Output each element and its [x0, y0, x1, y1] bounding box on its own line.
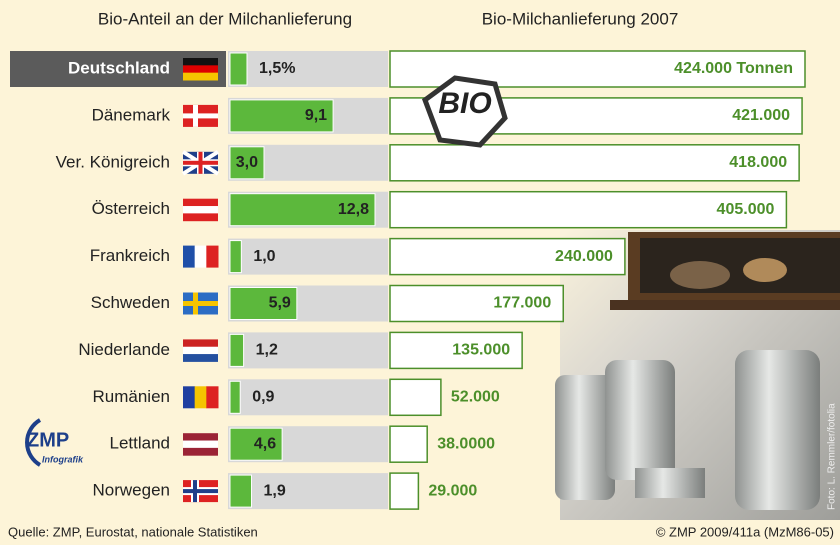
value-label: 135.000 — [452, 342, 510, 359]
category-label: Rumänien — [93, 387, 171, 406]
flag-part — [183, 346, 218, 355]
bar — [229, 52, 248, 86]
category-label: Österreich — [92, 199, 170, 218]
bar — [229, 240, 242, 274]
value-label: 421.000 — [732, 107, 790, 124]
flag-part — [183, 440, 218, 449]
category-label: Frankreich — [90, 246, 170, 265]
bar — [229, 287, 298, 320]
flag-part — [183, 65, 218, 74]
right-title: Bio-Milchanlieferung 2007 — [482, 9, 679, 28]
category-label: Ver. Königreich — [56, 152, 170, 171]
bar-track — [228, 473, 388, 510]
footer-band — [0, 520, 840, 545]
bar-track — [228, 51, 388, 87]
bar-track — [228, 379, 388, 416]
bar — [389, 331, 523, 370]
value-label: 1,9 — [264, 482, 286, 499]
flag-part — [183, 198, 218, 207]
bar — [389, 472, 420, 510]
source: Quelle: ZMP, Eurostat, nationale Statist… — [8, 524, 258, 539]
category-label: Dänemark — [92, 105, 171, 124]
bar — [229, 99, 334, 133]
value-label: 12,8 — [338, 201, 369, 218]
photo-credit: Foto: L. Remmler/fotolia — [827, 403, 838, 510]
flag-part — [183, 339, 218, 348]
bar — [389, 237, 626, 276]
value-label: 418.000 — [729, 154, 787, 171]
bar — [389, 284, 564, 323]
value-label: 424.000 Tonnen — [674, 60, 793, 77]
bar — [229, 193, 376, 227]
zmp-logo: ZMP Infografik — [25, 418, 84, 467]
category-label: Lettland — [110, 434, 171, 453]
value-label: 1,5% — [259, 60, 295, 77]
bar — [229, 427, 283, 461]
bar — [389, 378, 442, 417]
bar — [229, 333, 245, 367]
flag-part — [183, 206, 218, 214]
category-label: Schweden — [91, 293, 170, 312]
value-label: 405.000 — [717, 201, 775, 218]
value-label: 29.000 — [428, 482, 477, 499]
flag-part — [183, 301, 218, 306]
flag-part — [183, 433, 218, 442]
flag-part — [183, 245, 196, 268]
copyright: © ZMP 2009/411a (MzM86-05) — [656, 524, 834, 539]
bar — [229, 380, 241, 414]
bar — [389, 190, 788, 229]
flag-part — [183, 58, 218, 66]
value-label: 38.0000 — [437, 435, 495, 452]
value-label: 240.000 — [555, 248, 613, 265]
bar-track — [228, 238, 388, 275]
left-title: Bio-Anteil an der Milchanlieferung — [98, 9, 352, 28]
flag-part — [183, 213, 218, 222]
category-label: Norwegen — [93, 481, 171, 500]
badge-text: BIO — [438, 87, 491, 120]
category-label: Deutschland — [68, 58, 170, 77]
bar — [389, 144, 800, 182]
value-label: 9,1 — [305, 107, 327, 124]
flag-part — [194, 386, 207, 409]
photo — [555, 230, 840, 520]
flag-part — [183, 160, 218, 165]
category-label: Niederlande — [78, 340, 170, 359]
value-label: 5,9 — [269, 295, 291, 312]
bar — [229, 146, 265, 180]
value-label: 1,2 — [256, 342, 278, 359]
flag-part — [206, 245, 219, 268]
flag-part — [183, 113, 218, 119]
logo-text: ZMP — [27, 429, 69, 451]
bar — [229, 474, 253, 508]
bio-badge: BIO — [421, 75, 508, 148]
flag-part — [183, 72, 218, 81]
flag-part — [183, 386, 196, 409]
value-label: 177.000 — [493, 295, 551, 312]
logo-subtext: Infografik — [42, 454, 84, 464]
flag-part — [183, 489, 218, 494]
flag-part — [183, 447, 218, 456]
value-label: 1,0 — [253, 248, 275, 265]
value-label: 3,0 — [236, 154, 258, 171]
bar-track — [228, 332, 388, 369]
value-label: 4,6 — [254, 435, 276, 452]
bar — [389, 425, 428, 463]
flag-part — [183, 354, 218, 362]
flag-part — [206, 386, 219, 409]
value-label: 52.000 — [451, 389, 500, 406]
value-label: 0,9 — [252, 389, 274, 406]
flag-part — [194, 245, 207, 268]
